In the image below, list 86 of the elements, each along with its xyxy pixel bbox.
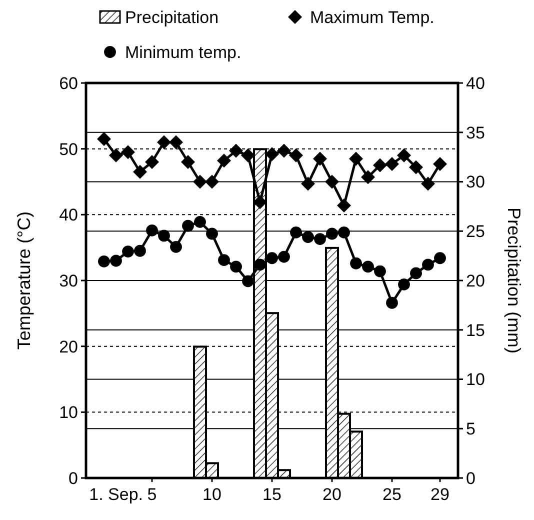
point xyxy=(169,135,183,150)
point xyxy=(206,228,218,240)
x-tick-label: 10 xyxy=(202,485,222,504)
point xyxy=(193,174,207,189)
point xyxy=(109,148,123,162)
point xyxy=(314,233,326,245)
point xyxy=(182,220,194,232)
point xyxy=(362,260,374,273)
point xyxy=(134,244,146,257)
y2-tick-label: 10 xyxy=(466,370,485,390)
point xyxy=(98,255,110,268)
point xyxy=(302,231,314,243)
y2-tick-label: 0 xyxy=(466,468,476,488)
y-tick-label: 0 xyxy=(68,468,78,488)
x-tick-label: 5 xyxy=(147,485,157,504)
y-tick-label: 60 xyxy=(59,74,78,93)
point xyxy=(422,258,434,271)
point xyxy=(205,174,219,189)
point xyxy=(170,240,182,253)
point xyxy=(229,144,243,158)
point xyxy=(194,216,206,228)
y2-tick-label: 30 xyxy=(466,172,485,192)
y2-tick-label: 5 xyxy=(466,420,476,439)
y-tick-label: 50 xyxy=(59,140,78,159)
x-tick-label: 20 xyxy=(322,485,342,504)
point xyxy=(326,228,338,240)
point xyxy=(410,267,422,280)
legend-label: Minimum temp. xyxy=(125,43,242,62)
y-axis-title: Temperature (°C) xyxy=(14,211,34,350)
y-tick-label: 40 xyxy=(59,206,78,225)
point xyxy=(290,226,302,238)
point xyxy=(110,254,122,267)
y2-axis-title: Precipitation (mm) xyxy=(504,207,524,354)
point xyxy=(350,257,362,270)
point xyxy=(122,246,134,258)
point xyxy=(433,156,447,171)
y2-tick-label: 15 xyxy=(466,320,485,340)
y-tick-label: 30 xyxy=(59,271,78,290)
point xyxy=(265,147,279,162)
point xyxy=(218,254,230,266)
point xyxy=(146,224,158,236)
x-tick-label: 15 xyxy=(262,485,282,504)
point xyxy=(373,158,387,172)
point xyxy=(230,260,242,273)
point xyxy=(421,176,435,191)
point xyxy=(145,155,159,169)
point xyxy=(133,164,147,179)
point xyxy=(253,195,267,210)
point xyxy=(157,135,171,150)
point xyxy=(325,174,339,189)
legend-label: Maximum Temp. xyxy=(310,8,434,27)
y2-tick-label: 20 xyxy=(466,271,485,290)
y2-tick-label: 25 xyxy=(466,222,485,242)
point xyxy=(242,275,254,288)
point xyxy=(434,252,446,264)
point xyxy=(121,145,135,160)
point xyxy=(361,170,375,184)
point xyxy=(386,296,398,309)
y-tick-label: 20 xyxy=(59,337,78,356)
text: 1. Sep. xyxy=(89,485,143,504)
point xyxy=(254,258,266,271)
point xyxy=(338,226,350,238)
point xyxy=(266,252,278,264)
x-tick-label: 29 xyxy=(430,485,450,504)
point xyxy=(409,160,423,174)
legend-label: Precipitation xyxy=(125,8,219,27)
point xyxy=(374,265,386,278)
point xyxy=(337,198,351,212)
point xyxy=(313,152,327,166)
point xyxy=(385,156,399,171)
point xyxy=(301,176,315,191)
point xyxy=(397,148,411,162)
y-tick-label: 10 xyxy=(59,403,78,422)
point xyxy=(217,154,231,168)
point xyxy=(181,155,195,169)
point xyxy=(349,152,363,166)
x-tick-label: 25 xyxy=(382,485,402,504)
point xyxy=(289,148,303,162)
point xyxy=(241,148,255,162)
point xyxy=(97,132,111,146)
point xyxy=(278,250,290,263)
y2-tick-label: 35 xyxy=(466,123,485,142)
y2-tick-label: 40 xyxy=(466,74,485,93)
point xyxy=(277,144,291,158)
point xyxy=(398,278,410,290)
point xyxy=(158,230,170,242)
